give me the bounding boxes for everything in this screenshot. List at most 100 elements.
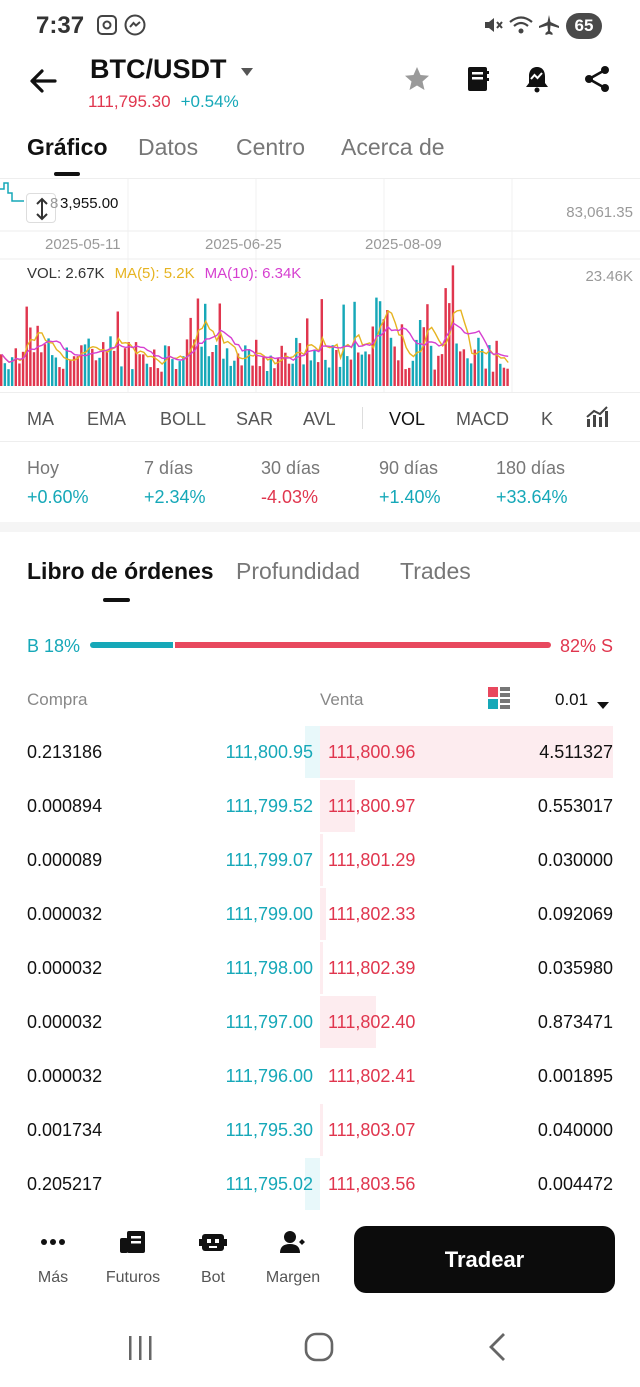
chart-svg (0, 179, 640, 393)
bid-price: 111,800.95 (225, 742, 313, 762)
bid-price: 111,795.30 (225, 1120, 313, 1140)
tab-acerca[interactable]: Acerca de (341, 134, 445, 160)
volume-bar (499, 363, 502, 386)
volume-bar (255, 339, 258, 386)
volume-bar (491, 371, 495, 386)
volume-bar (346, 356, 349, 386)
volume-bar (207, 356, 211, 386)
tab-grafico[interactable]: Gráfico (27, 134, 108, 160)
volume-bar (18, 363, 21, 386)
chart-date-1: 2025-05-11 (45, 236, 121, 253)
ma5-value: MA(5): 5.2K (114, 265, 195, 282)
ask-depth-bar (320, 834, 323, 886)
volume-bar (502, 367, 506, 386)
volume-bar (389, 337, 393, 386)
share-icon[interactable] (582, 64, 612, 99)
layout-toggle-icon[interactable] (487, 686, 511, 715)
order-book-row[interactable]: 0.000032 111,799.00 111,802.33 0.092069 (0, 888, 640, 942)
indicator-boll[interactable]: BOLL (160, 409, 207, 429)
volume-bar (262, 357, 265, 386)
volume-bar (327, 367, 331, 386)
volume-bar (102, 342, 105, 386)
indicator-vol[interactable]: VOL (389, 409, 426, 429)
volume-bar (153, 349, 156, 386)
indicator-sar[interactable]: SAR (236, 409, 274, 429)
nav-futures[interactable]: Futuros (93, 1230, 173, 1287)
system-back-icon[interactable] (486, 1332, 510, 1367)
back-button[interactable] (28, 66, 58, 101)
nav-bot[interactable]: Bot (173, 1230, 253, 1287)
book-tab-underline (103, 598, 130, 602)
order-book-row[interactable]: 0.000032 111,798.00 111,802.39 0.035980 (0, 942, 640, 996)
order-book-row[interactable]: 0.000032 111,797.00 111,802.40 0.873471 (0, 996, 640, 1050)
volume-bar (94, 360, 98, 386)
indicator-avl[interactable]: AVL (303, 409, 336, 429)
ratio-sell-fill (174, 642, 551, 648)
tab-underline (54, 172, 80, 176)
chart-date-2: 2025-06-25 (205, 236, 282, 253)
volume-bar (298, 343, 302, 386)
bid-quantity: 0.000089 (27, 850, 103, 870)
volume-bar (40, 352, 43, 386)
bid-price: 111,798.00 (225, 958, 313, 978)
volume-bar (156, 368, 160, 386)
last-price: 111,795.30 (88, 92, 171, 111)
order-book-row[interactable]: 0.000894 111,799.52 111,800.97 0.553017 (0, 780, 640, 834)
volume-bar (506, 368, 509, 386)
trade-button[interactable]: Tradear (354, 1226, 615, 1293)
volume-bar (455, 343, 458, 386)
recent-apps-icon[interactable] (126, 1334, 154, 1367)
indicator-macd[interactable]: MACD (456, 409, 509, 429)
caret-down-icon[interactable] (240, 64, 254, 82)
volume-bar (273, 368, 276, 386)
book-tabs: Libro de órdenes Profundidad Trades (0, 552, 640, 608)
precision-selector[interactable]: 0.01 (555, 690, 589, 709)
crosshair-drag-handle[interactable] (26, 193, 56, 223)
pair-selector[interactable]: BTC/USDT (90, 54, 227, 84)
volume-bar (204, 303, 207, 386)
precision-caret-icon[interactable] (597, 695, 609, 715)
volume-bar (225, 348, 229, 386)
tab-centro[interactable]: Centro (236, 134, 306, 160)
indicator-k[interactable]: K (541, 409, 554, 429)
volume-bar (233, 360, 236, 386)
volume-bar (7, 369, 10, 386)
tab-order-book[interactable]: Libro de órdenes (27, 558, 214, 584)
volume-bar (408, 367, 411, 386)
volume-bar (378, 301, 382, 386)
order-book-row[interactable]: 0.205217 111,795.02 111,803.56 0.004472 (0, 1158, 640, 1212)
volume-bar (149, 367, 152, 386)
order-book-row[interactable]: 0.000032 111,796.00 111,802.41 0.001895 (0, 1050, 640, 1104)
indicator-settings-icon[interactable] (585, 405, 609, 434)
nav-margin[interactable]: Margen (253, 1230, 333, 1287)
volume-bar (375, 297, 378, 386)
performance-row: Hoy +0.60% 7 días +2.34% 30 días -4.03% … (0, 452, 640, 522)
volume-bar (448, 303, 451, 386)
bid-quantity: 0.213186 (27, 742, 103, 762)
order-book-row[interactable]: 0.213186 111,800.95 111,800.96 4.511327 (0, 726, 640, 780)
ask-price: 111,800.97 (328, 796, 416, 816)
volume-bar (247, 350, 251, 386)
nav-more[interactable]: Más (13, 1230, 93, 1287)
system-nav-bar (0, 1312, 640, 1387)
indicator-ma[interactable]: MA (27, 409, 54, 429)
notebook-icon[interactable] (463, 64, 493, 99)
order-book-row[interactable]: 0.000089 111,799.07 111,801.29 0.030000 (0, 834, 640, 888)
chart-area[interactable]: 8 3,955.00 83,061.35 2025-05-11 2025-06-… (0, 178, 640, 393)
nav-more-label: Más (37, 1269, 69, 1286)
sell-column-header: Venta (320, 690, 364, 709)
tab-trades[interactable]: Trades (400, 558, 471, 584)
volume-bar (477, 337, 480, 386)
tab-depth[interactable]: Profundidad (236, 558, 361, 584)
price-alert-icon[interactable] (522, 64, 552, 99)
favorite-star-icon[interactable] (402, 64, 432, 99)
vol-value: VOL: 2.67K (27, 265, 105, 282)
bid-quantity: 0.000032 (27, 1066, 103, 1086)
bid-quantity: 0.000032 (27, 904, 103, 924)
indicator-ema[interactable]: EMA (87, 409, 127, 429)
order-book-row[interactable]: 0.001734 111,795.30 111,803.07 0.040000 (0, 1104, 640, 1158)
home-icon[interactable] (304, 1332, 334, 1367)
nav-futures-label: Futuros (105, 1269, 161, 1286)
crosshair-price: 3,955.00 (60, 195, 119, 212)
tab-datos[interactable]: Datos (138, 134, 199, 160)
